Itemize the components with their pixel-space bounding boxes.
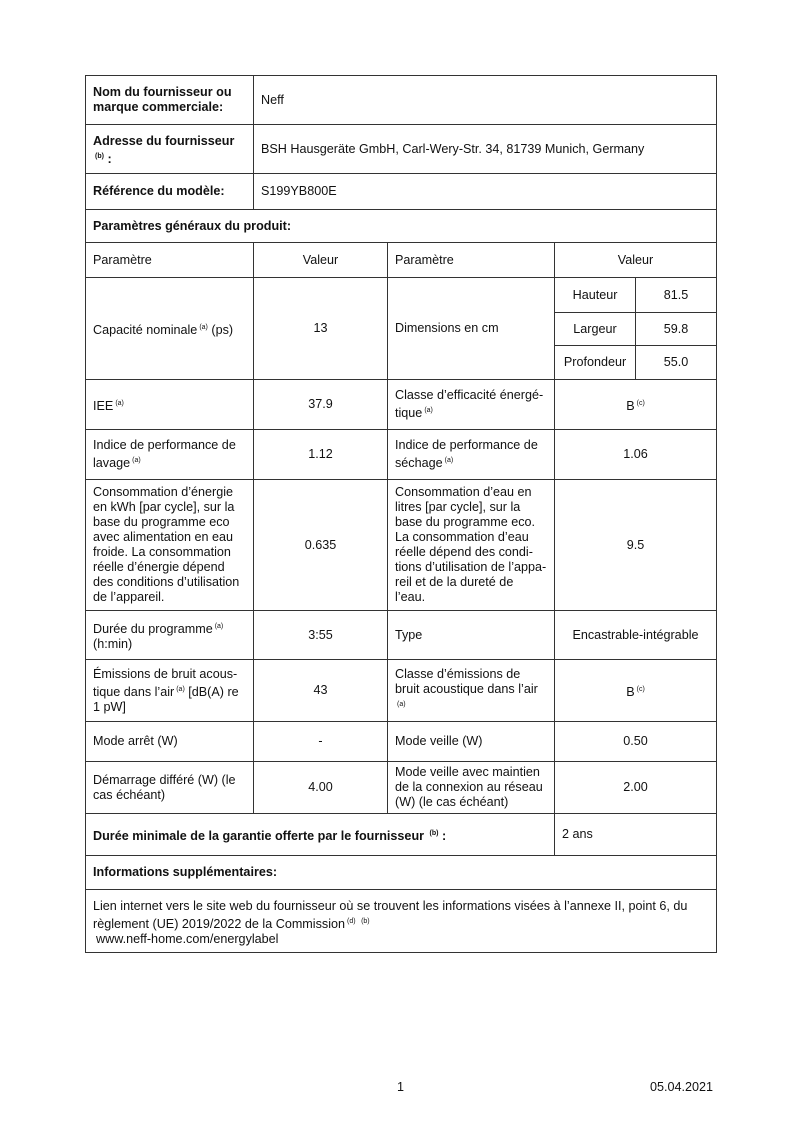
noise-class-label: Classe d’émissions de bruit acoustique d…	[387, 659, 555, 722]
header-param-1: Paramètre	[85, 242, 254, 278]
warranty-value: 2 ans	[554, 813, 717, 856]
dimensions-label: Dimensions en cm	[387, 277, 555, 380]
delay-start-value: 4.00	[253, 761, 388, 814]
address-value: BSH Hausgeräte GmbH, Carl-Wery-Str. 34, …	[253, 124, 717, 174]
header-param-2: Paramètre	[387, 242, 555, 278]
warranty-label: Durée minimale de la garantie offerte pa…	[85, 813, 555, 856]
width-value: 59.8	[635, 312, 717, 346]
type-value: Encastrable-intégrable	[554, 610, 717, 660]
address-label: Adresse du fournisseur (b) :	[85, 124, 254, 174]
energy-class-label: Classe d’efficacité énergé- tique (a)	[387, 379, 555, 430]
off-mode-label: Mode arrêt (W)	[85, 721, 254, 762]
drying-label: Indice de performance de séchage (a)	[387, 429, 555, 480]
standby-value: 0.50	[554, 721, 717, 762]
height-label: Hauteur	[554, 277, 636, 313]
depth-label: Profondeur	[554, 345, 636, 380]
noise-label: Émissions de bruit acous- tique dans l’a…	[85, 659, 254, 722]
noise-class-value: B (c)	[554, 659, 717, 722]
model-value: S199YB800E	[253, 173, 717, 210]
energy-consumption-value: 0.635	[253, 479, 388, 611]
eei-value: 37.9	[253, 379, 388, 430]
supplier-value: Neff	[253, 75, 717, 125]
water-consumption-value: 9.5	[554, 479, 717, 611]
water-consumption-label: Consommation d’eau en litres [par cycle]…	[387, 479, 555, 611]
networked-standby-value: 2.00	[554, 761, 717, 814]
duration-value: 3:55	[253, 610, 388, 660]
delay-start-label: Démarrage différé (W) (le cas échéant)	[85, 761, 254, 814]
eei-label: IEE (a)	[85, 379, 254, 430]
cleaning-value: 1.12	[253, 429, 388, 480]
supplier-label: Nom du fournisseur ou marque commerciale…	[85, 75, 254, 125]
document-date: 05.04.2021	[650, 1080, 714, 1094]
additional-info-text: Lien internet vers le site web du fourni…	[85, 889, 717, 953]
energy-consumption-label: Consommation d’énergie en kWh [par cycle…	[85, 479, 254, 611]
model-label: Référence du modèle:	[85, 173, 254, 210]
height-value: 81.5	[635, 277, 717, 313]
drying-value: 1.06	[554, 429, 717, 480]
header-value-2: Valeur	[554, 242, 717, 278]
capacity-label: Capacité nominale (a) (ps)	[85, 277, 254, 380]
additional-info-heading: Informations supplémentaires:	[85, 855, 717, 890]
general-params-heading: Paramètres généraux du produit:	[85, 209, 717, 243]
cleaning-label: Indice de performance de lavage (a)	[85, 429, 254, 480]
width-label: Largeur	[554, 312, 636, 346]
standby-label: Mode veille (W)	[387, 721, 555, 762]
page-number: 1	[397, 1080, 405, 1094]
depth-value: 55.0	[635, 345, 717, 380]
capacity-value: 13	[253, 277, 388, 380]
off-mode-value: -	[253, 721, 388, 762]
networked-standby-label: Mode veille avec maintien de la connexio…	[387, 761, 555, 814]
type-label: Type	[387, 610, 555, 660]
header-value-1: Valeur	[253, 242, 388, 278]
energy-label-url[interactable]: www.neff-home.com/energylabel	[96, 932, 279, 946]
duration-label: Durée du programme (a) (h:min)	[85, 610, 254, 660]
energy-class-value: B (c)	[554, 379, 717, 430]
noise-value: 43	[253, 659, 388, 722]
